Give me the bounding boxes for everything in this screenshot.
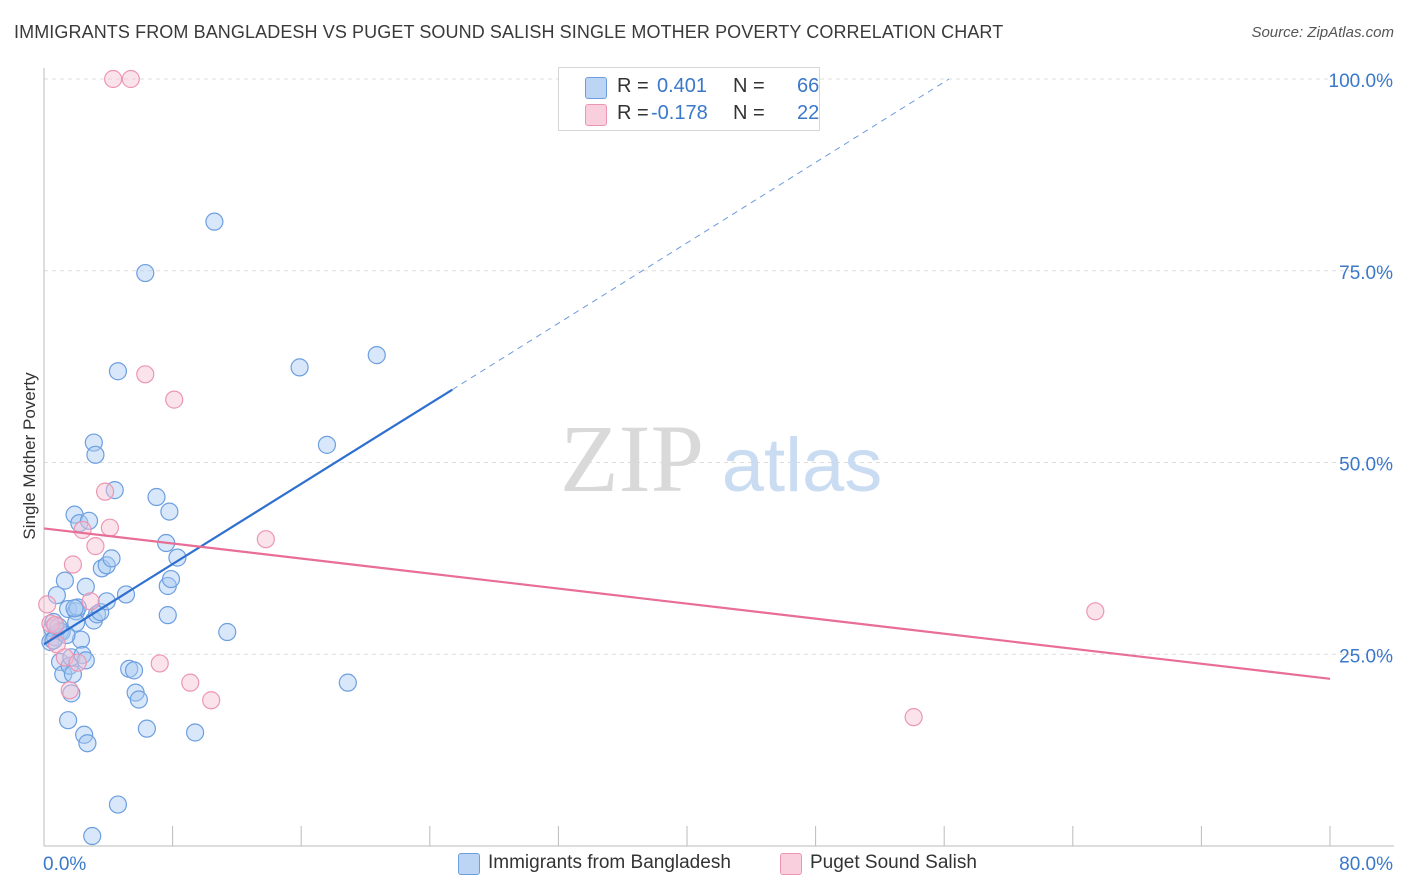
watermark-zip: ZIP: [560, 405, 704, 512]
source-credit: Source: ZipAtlas.com: [1251, 24, 1394, 41]
data-point-bangladesh: [367, 346, 386, 365]
data-point-salish: [165, 390, 184, 409]
data-point-bangladesh: [137, 719, 156, 738]
data-point-salish: [73, 520, 92, 540]
x-tick-label-min: 0.0%: [43, 854, 86, 875]
data-point-salish: [121, 69, 140, 89]
legend-r-value: -0.178: [651, 102, 708, 124]
series-salish-points: [38, 69, 1105, 727]
data-point-bangladesh: [102, 549, 121, 568]
legend-n-value: 66: [797, 75, 820, 97]
watermark-atlas: atlas: [722, 423, 883, 508]
bottom-legend-swatch-pink: [780, 853, 802, 875]
data-point-bangladesh: [79, 511, 99, 530]
bottom-legend-label: Immigrants from Bangladesh: [488, 852, 731, 873]
data-point-bangladesh: [97, 592, 116, 611]
legend-n-label: N =: [733, 75, 765, 97]
trend-line-salish: [43, 527, 1331, 680]
data-point-bangladesh: [205, 212, 224, 231]
data-point-salish: [95, 482, 115, 501]
bottom-legend-label: Puget Sound Salish: [810, 852, 977, 873]
data-point-salish: [181, 673, 200, 692]
data-point-salish: [60, 681, 79, 700]
data-point-salish: [256, 530, 275, 549]
data-point-salish: [63, 555, 83, 574]
legend-r-value: 0.401: [657, 75, 708, 97]
data-point-bangladesh: [76, 577, 95, 596]
data-point-bangladesh: [160, 502, 179, 521]
legend-r-label: R =: [617, 75, 649, 97]
data-point-salish: [136, 365, 155, 384]
grid-lines: [44, 78, 1394, 655]
data-point-bangladesh: [124, 661, 144, 680]
data-point-bangladesh: [129, 690, 148, 709]
data-point-salish: [904, 708, 923, 727]
data-point-bangladesh: [78, 734, 97, 753]
data-point-bangladesh: [338, 673, 357, 692]
data-point-bangladesh: [83, 826, 102, 846]
bottom-legend-swatch-blue: [458, 853, 480, 875]
data-point-bangladesh: [161, 569, 181, 589]
data-point-bangladesh: [71, 630, 91, 649]
data-point-salish: [38, 595, 57, 614]
chart-title: IMMIGRANTS FROM BANGLADESH VS PUGET SOUN…: [14, 22, 1004, 42]
watermark: ZIP atlas: [560, 405, 882, 512]
y-tick-label: 50.0%: [1339, 455, 1393, 476]
y-tick-label: 75.0%: [1339, 263, 1393, 284]
data-point-bangladesh: [65, 599, 84, 618]
data-point-bangladesh: [186, 723, 205, 742]
data-point-bangladesh: [92, 559, 111, 578]
x-tick-label-max: 80.0%: [1339, 854, 1393, 875]
data-point-bangladesh: [290, 358, 309, 377]
data-point-bangladesh: [147, 487, 166, 507]
data-point-bangladesh: [136, 263, 155, 283]
y-axis-title: Single Mother Poverty: [20, 372, 39, 540]
data-point-salish: [150, 654, 169, 673]
data-point-salish: [46, 616, 65, 635]
data-point-bangladesh: [86, 445, 105, 464]
correlation-legend: R = 0.401 N = 66 R = -0.178 N = 22: [558, 67, 820, 131]
data-point-salish: [1086, 602, 1105, 621]
data-point-bangladesh: [62, 684, 81, 703]
data-point-bangladesh: [47, 586, 66, 605]
data-point-salish: [81, 592, 100, 611]
data-point-bangladesh: [108, 795, 128, 814]
trend-line-bangladesh: [43, 388, 453, 646]
y-tick-label: 100.0%: [1329, 71, 1394, 92]
data-point-bangladesh: [158, 606, 177, 625]
series-bangladesh-points: [41, 212, 386, 846]
legend-r-label: R =: [617, 102, 649, 124]
data-point-salish: [202, 691, 221, 710]
legend-swatch-blue: [585, 77, 607, 99]
legend-swatch-pink: [585, 104, 607, 126]
trend-line-bangladesh-extension: [452, 78, 950, 391]
data-point-bangladesh: [168, 548, 187, 567]
axes: [43, 68, 1394, 847]
y-tick-label: 25.0%: [1339, 646, 1393, 667]
data-point-salish: [68, 653, 87, 672]
trend-lines: [43, 78, 1331, 680]
data-point-bangladesh: [59, 711, 78, 730]
data-point-bangladesh: [108, 362, 128, 381]
data-point-salish: [86, 537, 105, 556]
data-point-salish: [100, 518, 120, 537]
data-point-bangladesh: [218, 622, 237, 642]
legend-n-value: 22: [797, 102, 820, 124]
data-point-bangladesh: [55, 571, 74, 590]
legend-n-label: N =: [733, 102, 765, 124]
data-point-bangladesh: [317, 435, 337, 454]
data-point-salish: [104, 69, 123, 89]
axis-labels: 25.0% 50.0% 75.0% 100.0% 0.0% 80.0%: [43, 71, 1393, 875]
